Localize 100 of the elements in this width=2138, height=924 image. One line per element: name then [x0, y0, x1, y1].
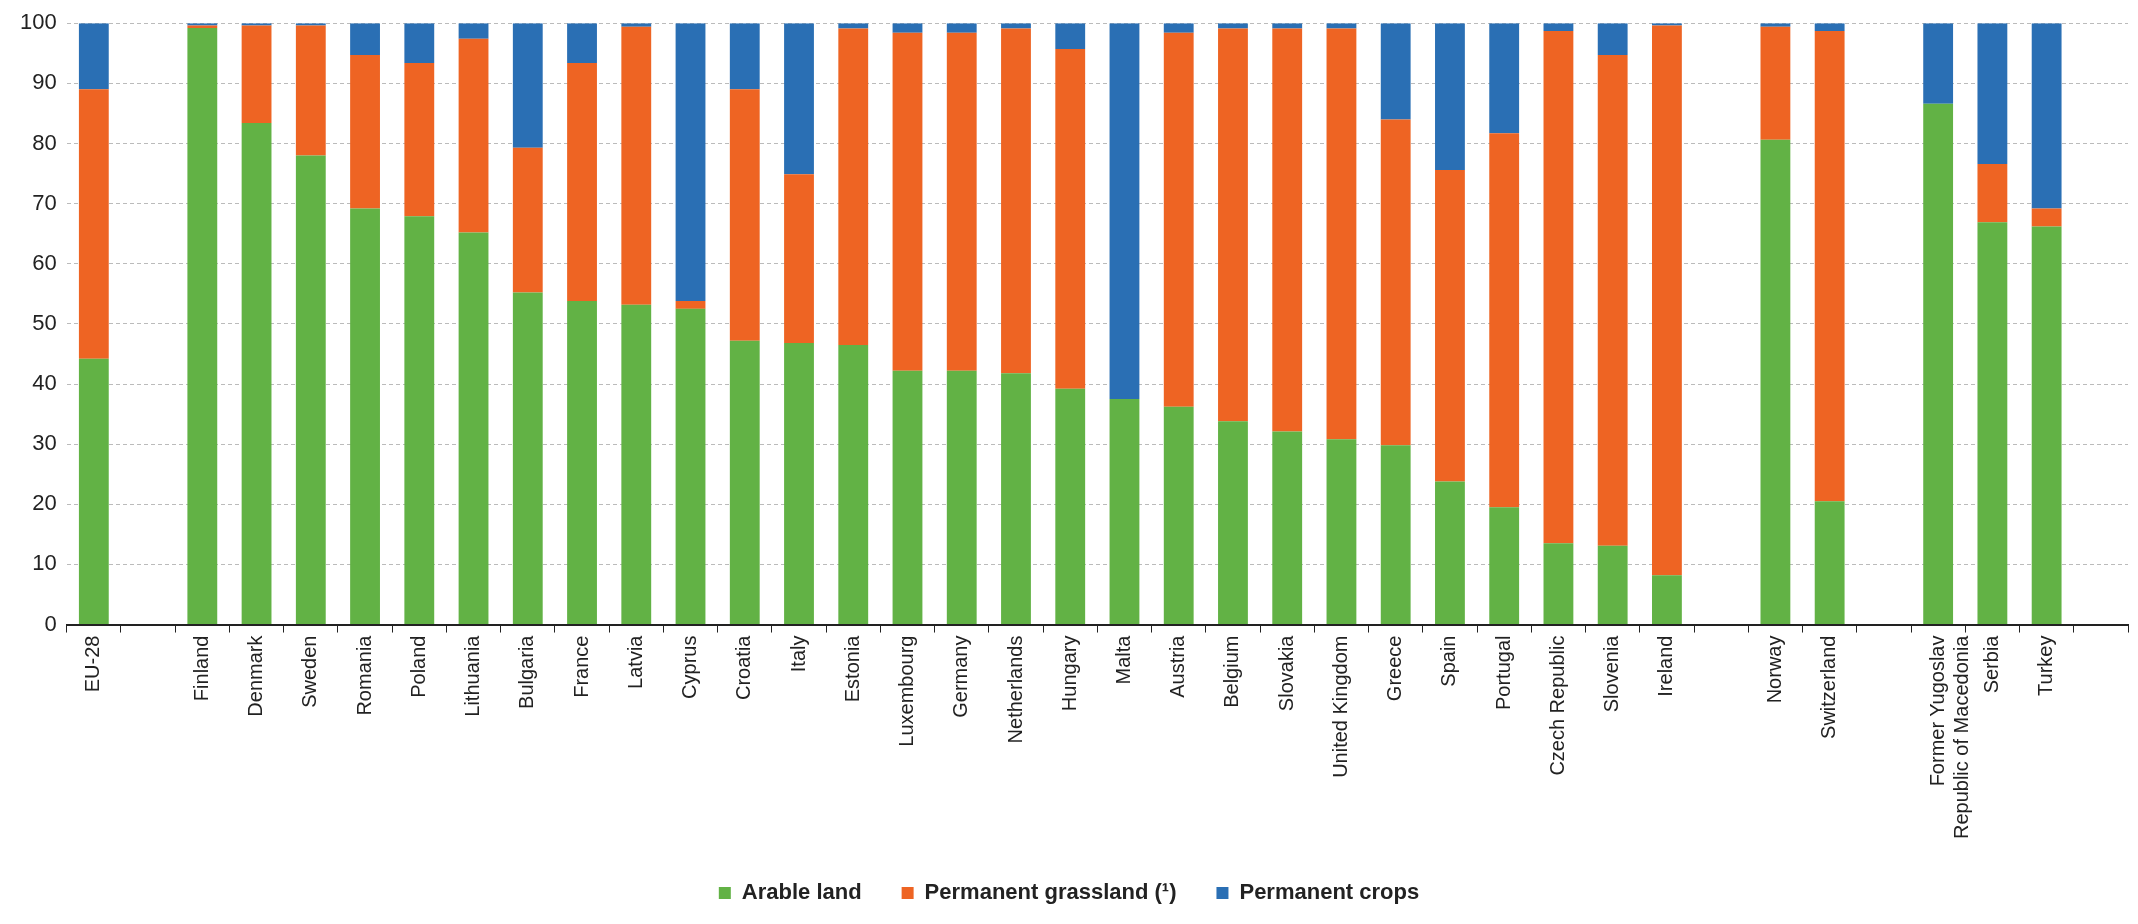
bar — [1380, 445, 1411, 625]
bar — [675, 301, 706, 309]
x-tick-label: Finland — [189, 635, 212, 702]
x-tick-label: Spain — [1437, 635, 1460, 687]
y-tick-label: 70 — [32, 189, 57, 215]
bar — [729, 89, 760, 341]
y-tick-label: 10 — [32, 550, 57, 576]
bar — [1977, 23, 2008, 164]
y-tick-label: 90 — [32, 69, 57, 95]
y-tick-label: 60 — [32, 249, 57, 275]
bar — [729, 23, 760, 90]
x-tick-label: Poland — [406, 635, 429, 698]
y-tick-label: 100 — [19, 9, 57, 35]
x-tick-label: EU-28 — [81, 635, 104, 693]
bar — [1109, 23, 1140, 400]
y-tick-label: 40 — [32, 370, 57, 396]
bar — [1380, 119, 1411, 446]
x-tick-label: United Kingdom — [1328, 635, 1351, 778]
bar — [1380, 23, 1411, 120]
x-tick-label: Former Yugoslav Republic of Macedonia — [1925, 634, 1972, 840]
y-tick-label: 80 — [32, 129, 57, 155]
bar — [838, 344, 869, 625]
x-tick-label: Czech Republic — [1545, 635, 1568, 776]
bar — [2031, 23, 2062, 209]
x-tick-label: Belgium — [1220, 635, 1243, 708]
bar — [946, 370, 977, 625]
x-tick-label: Serbia — [1979, 634, 2002, 694]
bar — [1272, 23, 1303, 29]
bar — [78, 23, 109, 90]
legend-label: Permanent crops — [1239, 879, 1420, 905]
bar — [1489, 23, 1520, 134]
bar — [1435, 481, 1465, 625]
bar — [1760, 26, 1791, 140]
x-tick-label: Lithuania — [461, 634, 484, 717]
bar — [1814, 31, 1845, 502]
x-tick-label: Luxembourg — [895, 635, 918, 747]
bar — [1272, 431, 1303, 625]
bar — [1001, 23, 1031, 29]
bar — [1597, 23, 1628, 56]
x-tick-label: Hungary — [1057, 635, 1080, 712]
bar — [621, 26, 652, 305]
x-tick-label: Turkey — [2034, 635, 2057, 696]
x-tick-label: Croatia — [732, 634, 755, 701]
bar — [784, 343, 814, 625]
bar — [1272, 28, 1303, 432]
bar — [1652, 575, 1682, 625]
x-tick-label: Portugal — [1491, 635, 1514, 711]
bar — [78, 358, 109, 625]
x-tick-label: Malta — [1111, 634, 1134, 685]
x-tick-label: Austria — [1166, 634, 1189, 698]
bar — [838, 23, 869, 29]
x-tick-label: Denmark — [244, 634, 267, 717]
bar — [512, 23, 543, 148]
y-tick-label: 30 — [32, 430, 57, 456]
bar — [1489, 133, 1520, 508]
bar — [2031, 208, 2062, 227]
bar — [1163, 23, 1194, 33]
bar — [1977, 163, 2008, 223]
bar — [187, 28, 218, 625]
legend-label: Permanent grassland (¹) — [924, 879, 1177, 905]
bar — [1597, 55, 1628, 546]
bar — [2031, 226, 2062, 625]
bar — [350, 55, 380, 209]
x-tick-label: France — [569, 635, 592, 698]
x-tick-label: Norway — [1762, 635, 1785, 704]
bar — [1109, 399, 1140, 625]
bar — [350, 23, 380, 56]
x-tick-label: Greece — [1383, 635, 1406, 702]
x-tick-label: Bulgaria — [515, 634, 538, 709]
bar — [1597, 545, 1628, 625]
bar — [567, 23, 597, 63]
bar — [567, 301, 597, 625]
bar — [241, 123, 272, 625]
bar — [1543, 543, 1574, 625]
y-tick-label: 50 — [32, 309, 57, 335]
bar — [404, 23, 435, 63]
bar — [404, 62, 435, 217]
bar — [1163, 406, 1194, 625]
bar — [1001, 373, 1031, 625]
bar — [458, 23, 489, 39]
bar — [567, 62, 597, 302]
bar — [1814, 501, 1845, 625]
bar — [729, 340, 760, 625]
x-tick-label: Germany — [949, 635, 972, 718]
bar — [1326, 28, 1357, 440]
bar — [512, 147, 543, 293]
bar — [1055, 23, 1086, 50]
x-tick-label: Estonia — [840, 634, 863, 703]
bar — [1218, 23, 1248, 29]
x-tick-label: Slovakia — [1274, 634, 1297, 712]
bar — [784, 174, 814, 344]
bar — [78, 89, 109, 359]
bar — [946, 32, 977, 371]
x-tick-label: Romania — [352, 634, 375, 716]
bar — [892, 32, 923, 371]
bar — [1543, 31, 1574, 544]
bar — [1055, 49, 1086, 389]
y-tick-label: 20 — [32, 490, 57, 516]
bar — [892, 370, 923, 625]
x-tick-label: Latvia — [623, 634, 646, 689]
